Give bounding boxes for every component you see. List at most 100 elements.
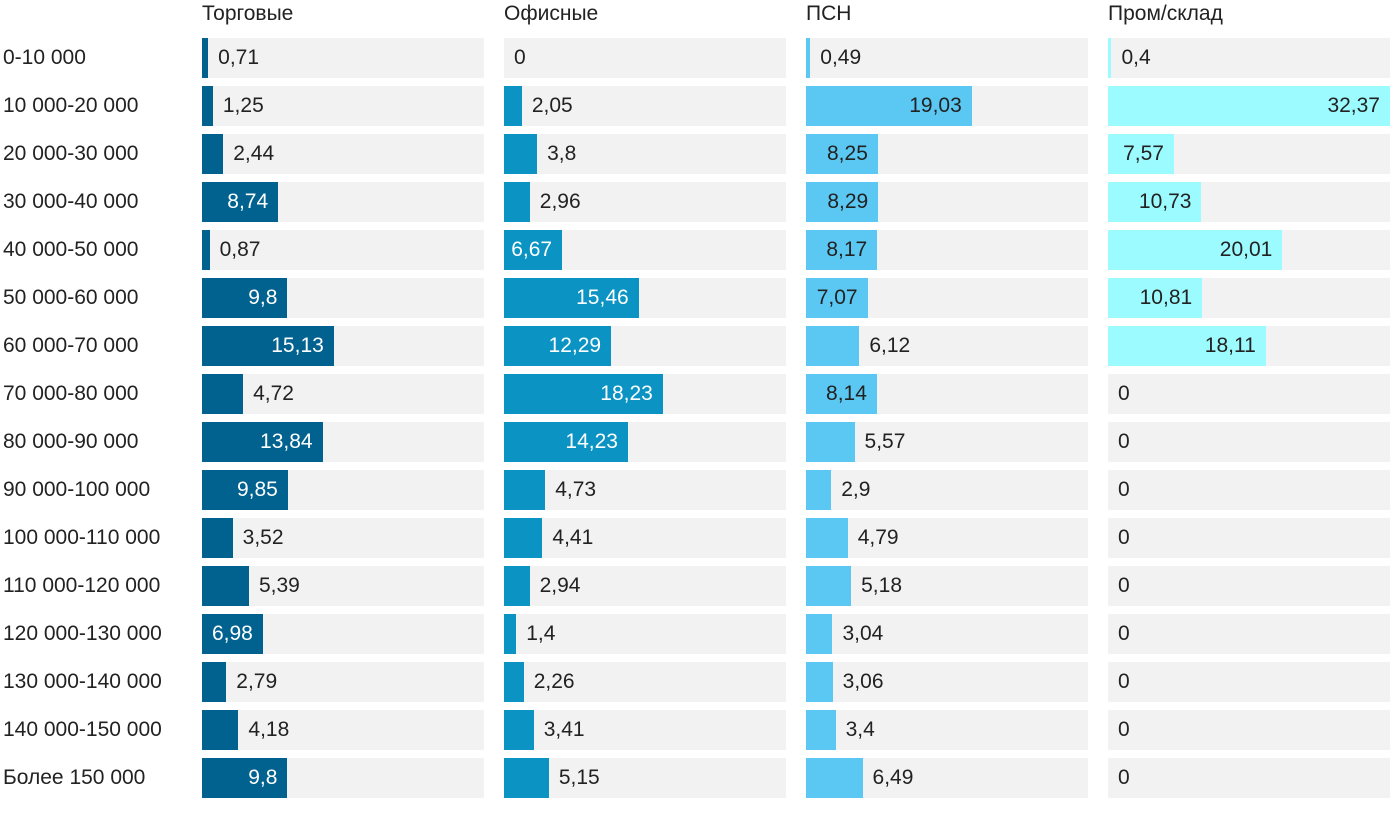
bar[interactable] [806, 230, 878, 270]
bar[interactable] [202, 758, 288, 798]
bar-track: 0 [1108, 422, 1390, 462]
bar[interactable] [1108, 38, 1112, 78]
bar-track: 0 [1108, 662, 1390, 702]
bar[interactable] [806, 710, 836, 750]
bar[interactable] [806, 326, 860, 366]
data-label: 2,96 [539, 190, 581, 213]
data-label: 9,85 [236, 478, 278, 501]
bar-track: 4,18 [202, 710, 484, 750]
data-label: 15,13 [271, 334, 324, 357]
bar[interactable] [806, 374, 877, 414]
bar[interactable] [202, 470, 288, 510]
bar[interactable] [504, 182, 530, 222]
bar[interactable] [202, 566, 249, 606]
bar-track: 2,44 [202, 134, 484, 174]
data-label: 1,4 [526, 622, 556, 645]
bar[interactable] [504, 758, 549, 798]
bar[interactable] [806, 422, 855, 462]
bar[interactable] [806, 758, 863, 798]
bar[interactable] [806, 278, 868, 318]
bar-track: 2,96 [504, 182, 786, 222]
bar[interactable] [202, 518, 233, 558]
bar[interactable] [504, 422, 628, 462]
bar[interactable] [202, 134, 224, 174]
bar[interactable] [504, 566, 530, 606]
bar[interactable] [202, 422, 323, 462]
data-label: 0 [1118, 718, 1130, 741]
data-label: 0 [1118, 670, 1130, 693]
bar[interactable] [504, 374, 663, 414]
bar[interactable] [1108, 278, 1203, 318]
bar-track: 0,4 [1108, 38, 1390, 78]
bar[interactable] [806, 566, 852, 606]
bar-track: 9,8 [202, 278, 484, 318]
data-label: 18,23 [600, 382, 653, 405]
data-label: 0,4 [1121, 46, 1151, 69]
bar[interactable] [202, 374, 244, 414]
bar[interactable] [806, 182, 879, 222]
data-label: 8,14 [826, 382, 867, 405]
bar[interactable] [504, 662, 524, 702]
category-label: 120 000-130 000 [3, 622, 162, 645]
bar[interactable] [806, 614, 833, 654]
bar[interactable] [504, 278, 639, 318]
bar[interactable] [202, 326, 334, 366]
data-label: 0 [1118, 766, 1130, 789]
bar-track: 5,39 [202, 566, 484, 606]
bar[interactable] [504, 470, 546, 510]
bar-track: 4,41 [504, 518, 786, 558]
bar[interactable] [202, 86, 213, 126]
bar-track: 2,26 [504, 662, 786, 702]
bar-track: 18,23 [504, 374, 786, 414]
bar-track: 2,94 [504, 566, 786, 606]
bar[interactable] [806, 38, 811, 78]
bar[interactable] [1108, 230, 1283, 270]
bar-track: 12,29 [504, 326, 786, 366]
bar[interactable] [202, 230, 210, 270]
data-label: 9,8 [248, 286, 278, 309]
bar[interactable] [806, 518, 848, 558]
bar[interactable] [504, 710, 534, 750]
bar[interactable] [504, 134, 538, 174]
category-label: 50 000-60 000 [3, 286, 139, 309]
bar-track: 4,72 [202, 374, 484, 414]
data-label: 8,25 [827, 142, 868, 165]
bar-track: 20,01 [1108, 230, 1390, 270]
bar[interactable] [806, 470, 832, 510]
bar[interactable] [202, 38, 209, 78]
series-title: ПСН [806, 2, 852, 25]
bar[interactable] [1108, 134, 1174, 174]
bar[interactable] [1108, 182, 1202, 222]
category-label: 20 000-30 000 [3, 142, 139, 165]
data-label: 8,74 [227, 190, 269, 213]
bar[interactable] [1108, 326, 1266, 366]
bar[interactable] [806, 662, 833, 702]
data-label: 3,4 [845, 718, 875, 741]
bar-track: 7,57 [1108, 134, 1390, 174]
bar[interactable] [806, 134, 878, 174]
bar[interactable] [504, 518, 543, 558]
bar[interactable] [504, 614, 517, 654]
bar-track: 13,84 [202, 422, 484, 462]
bar[interactable] [202, 278, 288, 318]
bar-track: 0 [1108, 518, 1390, 558]
bar[interactable] [504, 230, 563, 270]
bar[interactable] [202, 614, 263, 654]
category-label: 90 000-100 000 [3, 478, 151, 501]
bar[interactable] [504, 86, 522, 126]
data-label: 14,23 [565, 430, 618, 453]
bar-track: 14,23 [504, 422, 786, 462]
bar[interactable] [202, 710, 239, 750]
bar[interactable] [202, 182, 279, 222]
data-label: 3,04 [842, 622, 884, 645]
bar-track: 5,18 [806, 566, 1088, 606]
bar[interactable] [504, 326, 612, 366]
bar[interactable] [806, 86, 972, 126]
bar[interactable] [1108, 86, 1390, 126]
bar-track: 0,87 [202, 230, 484, 270]
bar-track: 2,79 [202, 662, 484, 702]
data-label: 10,73 [1138, 190, 1192, 213]
category-label: 60 000-70 000 [3, 334, 139, 357]
data-label: 0 [514, 46, 526, 69]
bar[interactable] [202, 662, 227, 702]
